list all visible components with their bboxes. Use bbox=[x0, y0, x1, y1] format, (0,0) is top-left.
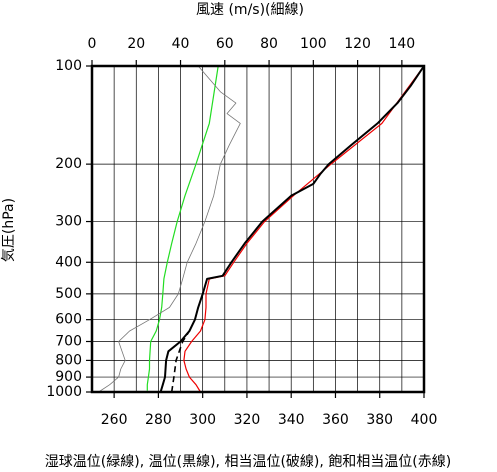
y-tick-label: 400 bbox=[55, 254, 82, 270]
x-tick-label: 400 bbox=[411, 412, 438, 428]
x2-tick-label: 20 bbox=[127, 36, 145, 52]
x-tick-label: 300 bbox=[189, 412, 216, 428]
x-tick-label: 360 bbox=[322, 412, 349, 428]
y-tick-label: 500 bbox=[55, 286, 82, 302]
plot-frame bbox=[90, 64, 426, 394]
x2-tick-label: 120 bbox=[344, 36, 371, 52]
profile-line bbox=[98, 65, 241, 393]
x2-tick-label: 140 bbox=[388, 36, 415, 52]
y-tick-label: 800 bbox=[55, 352, 82, 368]
profile-line bbox=[146, 65, 219, 391]
x2-tick-label: 100 bbox=[300, 36, 327, 52]
y-tick-label: 1000 bbox=[46, 384, 82, 400]
x-tick-label: 260 bbox=[101, 412, 128, 428]
y-tick-label: 600 bbox=[55, 312, 82, 328]
y-tick-label: 100 bbox=[55, 58, 82, 74]
profile-line bbox=[170, 330, 191, 393]
profile-line bbox=[159, 65, 425, 393]
profile-line bbox=[183, 65, 425, 393]
y-tick-label: 200 bbox=[55, 156, 82, 172]
y-axis-label: 気圧(hPa) bbox=[1, 198, 17, 262]
x2-axis-label: 風速 (m/s)(細線) bbox=[196, 2, 304, 18]
y-tick-label: 900 bbox=[55, 369, 82, 385]
x-tick-label: 280 bbox=[145, 412, 172, 428]
y-tick-label: 300 bbox=[55, 214, 82, 230]
y-tick-label: 700 bbox=[55, 334, 82, 350]
x2-tick-label: 0 bbox=[88, 36, 97, 52]
x2-tick-label: 40 bbox=[172, 36, 190, 52]
x-tick-label: 340 bbox=[278, 412, 305, 428]
x-tick-label: 320 bbox=[234, 412, 261, 428]
x-tick-label: 380 bbox=[366, 412, 393, 428]
x2-tick-label: 80 bbox=[260, 36, 278, 52]
x-axis-label: 湿球温位(緑線), 温位(黒線), 相当温位(破線), 飽和相当温位(赤線) bbox=[45, 453, 451, 470]
x2-tick-label: 60 bbox=[216, 36, 234, 52]
